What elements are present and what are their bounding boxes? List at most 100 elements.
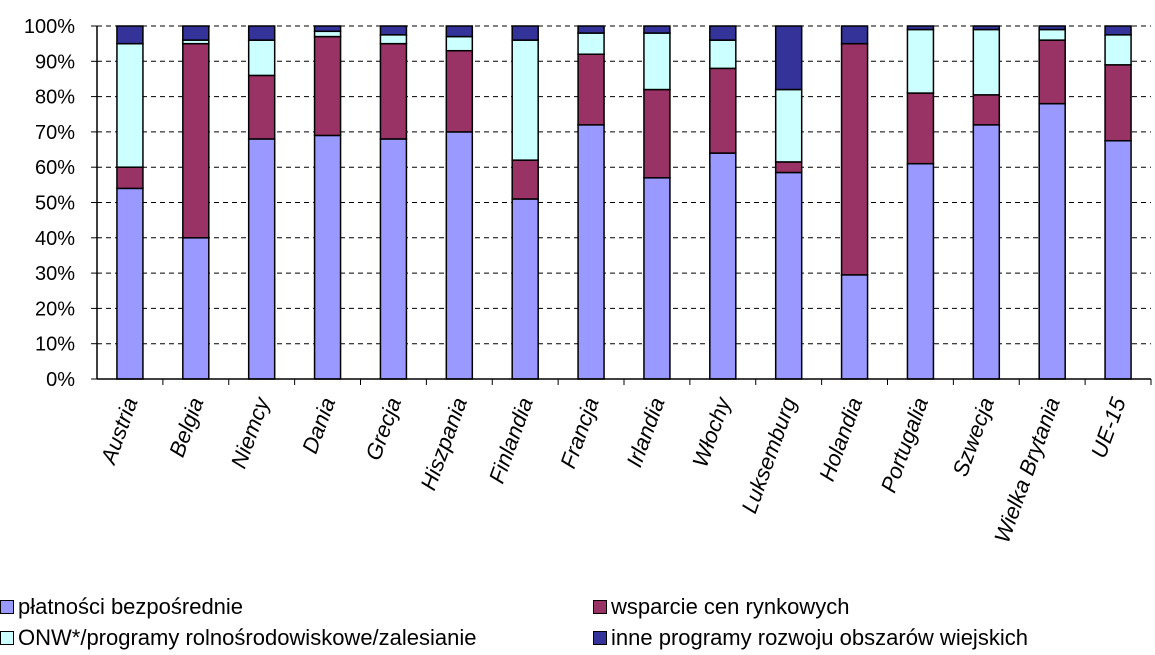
bar-segment bbox=[379, 42, 408, 140]
bar-segment bbox=[379, 25, 408, 36]
y-tick-label: 0% bbox=[46, 369, 75, 391]
bar-segment bbox=[511, 198, 539, 380]
bar-segment bbox=[511, 39, 539, 161]
bar-segment bbox=[577, 32, 605, 55]
bar-segment bbox=[906, 92, 935, 165]
y-tick-label: 10% bbox=[35, 334, 75, 356]
legend-swatch-inne bbox=[593, 631, 607, 645]
y-tick-label: 80% bbox=[35, 87, 75, 109]
x-tick-label: Włochy bbox=[687, 392, 736, 470]
bar-segment bbox=[709, 67, 737, 154]
legend-label-inne: inne programy rozwoju obszarów wiejskich bbox=[611, 625, 1028, 650]
bar-segment bbox=[1104, 64, 1132, 142]
x-tick-label: Luksemburg bbox=[736, 393, 801, 516]
bar-segment bbox=[247, 39, 276, 77]
bar-segment bbox=[116, 25, 144, 45]
bar-segment bbox=[511, 159, 539, 200]
bar-segment bbox=[182, 42, 210, 239]
bar-segment bbox=[247, 138, 276, 380]
bar-segment bbox=[445, 49, 474, 133]
bar-segment bbox=[643, 32, 671, 91]
bar-segment bbox=[182, 25, 210, 41]
bar-segment bbox=[182, 237, 210, 380]
bar-segment bbox=[445, 35, 474, 52]
bar-segment bbox=[643, 177, 671, 380]
stacked-bar-chart: 0% 10% 20% 30% 40% 50% 60% 70% 80% 90% 100% Austria… bbox=[24, 16, 1152, 546]
y-tick-label: 40% bbox=[35, 228, 75, 250]
bar-segment bbox=[577, 53, 605, 126]
bar-segment bbox=[379, 138, 408, 380]
bar-segment bbox=[774, 161, 803, 174]
bar-segment bbox=[577, 124, 605, 380]
legend: płatności bezpośrednie wsparcie cen rynk… bbox=[0, 591, 1155, 655]
legend-label-wsparcie: wsparcie cen rynkowych bbox=[611, 594, 850, 619]
x-tick-label: Finlandia bbox=[484, 394, 538, 486]
bar-segment bbox=[1038, 25, 1066, 31]
x-tick-label: Szwecja bbox=[947, 394, 999, 480]
bar-segment bbox=[577, 25, 605, 34]
legend-item-wsparcie: wsparcie cen rynkowych bbox=[593, 594, 849, 620]
y-tick-label: 100% bbox=[24, 16, 75, 38]
bar-segment bbox=[906, 25, 935, 31]
legend-label-platnosci: płatności bezpośrednie bbox=[18, 594, 244, 619]
bar-segment bbox=[1104, 139, 1132, 380]
bar-segment bbox=[643, 88, 671, 179]
bar-segment bbox=[445, 25, 474, 38]
bar-segment bbox=[1104, 25, 1132, 36]
bar-segment bbox=[709, 39, 737, 70]
bar-segment bbox=[313, 35, 342, 137]
bar-segment bbox=[972, 94, 1001, 126]
x-tick-label: Wielka Brytania bbox=[989, 394, 1065, 546]
bar-segment bbox=[313, 30, 342, 38]
x-tick-label: Irlandia bbox=[621, 394, 669, 470]
x-tick-label: Portugalia bbox=[876, 394, 933, 496]
x-tick-label: Grecja bbox=[360, 394, 406, 463]
bar-segment bbox=[1038, 28, 1066, 41]
bar-segment bbox=[643, 25, 671, 34]
bar-segment bbox=[379, 34, 408, 45]
bar-segment bbox=[313, 134, 342, 380]
bar-segment bbox=[1038, 102, 1066, 380]
y-tick-label: 50% bbox=[35, 193, 75, 215]
x-tick-label: UE-15 bbox=[1086, 393, 1131, 461]
bar-segment bbox=[1038, 39, 1066, 105]
bar-segment bbox=[1104, 34, 1132, 66]
bar-segment bbox=[840, 42, 869, 276]
legend-label-onw: ONW*/programy rolnośrodowiskowe/zalesian… bbox=[18, 625, 477, 650]
bar-segment bbox=[774, 25, 803, 91]
y-tick-label: 30% bbox=[35, 263, 75, 285]
bar-segment bbox=[313, 25, 342, 33]
bar-segment bbox=[116, 187, 144, 380]
bar-segment bbox=[972, 28, 1001, 96]
legend-item-platnosci: płatności bezpośrednie bbox=[0, 594, 243, 620]
bar-segment bbox=[972, 124, 1001, 380]
x-tick-label: Holandia bbox=[814, 394, 867, 484]
bar-segment bbox=[906, 28, 935, 94]
bar-segment bbox=[247, 25, 276, 41]
bar-segment bbox=[709, 152, 737, 380]
bar-segment bbox=[116, 42, 144, 168]
x-tick-label: Austria bbox=[95, 394, 143, 469]
bar-segment bbox=[774, 171, 803, 380]
y-tick-label: 70% bbox=[35, 122, 75, 144]
bar-segment bbox=[709, 25, 737, 41]
bar-segment bbox=[445, 131, 474, 380]
bar-segment bbox=[247, 74, 276, 140]
x-tick-label: Belgia bbox=[164, 394, 208, 460]
bar-segment bbox=[774, 88, 803, 163]
y-tick-label: 90% bbox=[35, 51, 75, 73]
bar-segment bbox=[511, 25, 539, 41]
legend-item-inne: inne programy rozwoju obszarów wiejskich bbox=[593, 625, 1028, 651]
y-tick-label: 20% bbox=[35, 298, 75, 320]
bar-segment bbox=[972, 25, 1001, 31]
x-tick-label: Niemcy bbox=[226, 392, 275, 471]
x-tick-label: Dania bbox=[297, 394, 340, 457]
y-tick-label: 60% bbox=[35, 157, 75, 179]
bar-segment bbox=[840, 25, 869, 45]
x-tick-label: Hiszpania bbox=[415, 394, 472, 493]
bar-segment bbox=[840, 274, 869, 380]
bar-segment bbox=[116, 166, 144, 190]
legend-swatch-platnosci bbox=[0, 600, 14, 614]
legend-swatch-onw bbox=[0, 631, 14, 645]
x-tick-label: Francja bbox=[555, 394, 604, 471]
